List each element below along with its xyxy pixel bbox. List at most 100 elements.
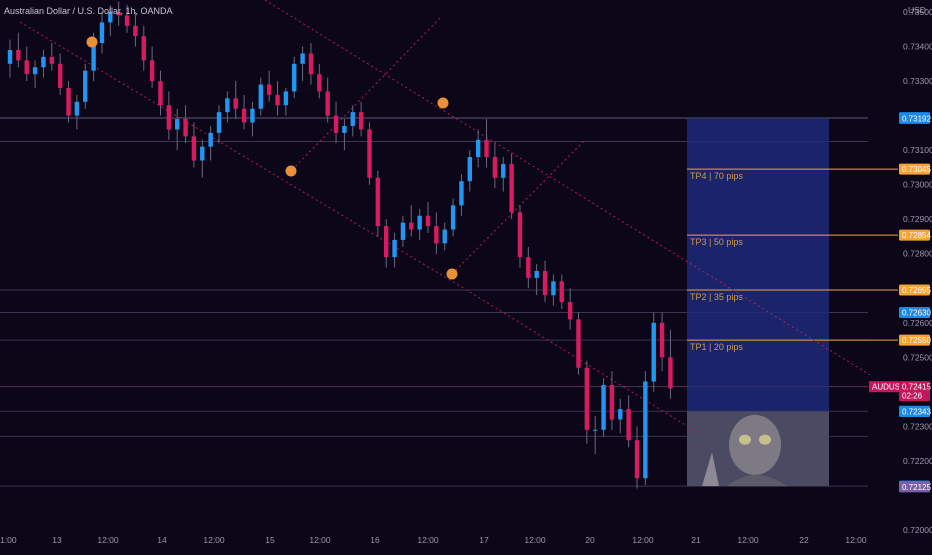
candle-body bbox=[300, 53, 305, 64]
time-tick-label: 16 bbox=[370, 535, 380, 545]
candle-body bbox=[208, 132, 213, 147]
candle-body bbox=[7, 49, 13, 64]
candle-body bbox=[191, 136, 197, 161]
candle-body bbox=[584, 367, 590, 430]
price-tag[interactable]: 0.73192 bbox=[899, 112, 931, 124]
candle-body bbox=[283, 91, 289, 106]
candle-body bbox=[200, 146, 205, 161]
price-tag[interactable]: 0.72550 bbox=[899, 334, 931, 346]
price-tick-label: 0.72000 bbox=[903, 525, 932, 535]
candle-body bbox=[551, 281, 556, 296]
price-tag[interactable]: 0.72343 bbox=[899, 406, 931, 418]
candle-body bbox=[241, 108, 247, 123]
price-tick-label: 0.73400 bbox=[903, 42, 932, 52]
candle-body bbox=[434, 226, 439, 244]
candle-body bbox=[576, 319, 581, 368]
time-axis[interactable]: 01:00 13 12:00 14 12:00 15 12:00 16 12:00 17 12:00… bbox=[0, 535, 867, 545]
time-tick-label: 12:00 bbox=[97, 535, 119, 545]
price-tag[interactable]: 0.73045 bbox=[899, 163, 931, 175]
time-tick-label: 17 bbox=[479, 535, 489, 545]
price-tick-label: 0.73000 bbox=[903, 180, 932, 190]
gollum-image bbox=[687, 411, 829, 487]
candle-body bbox=[467, 157, 472, 182]
price-tag[interactable]: 0.72125 bbox=[899, 481, 931, 493]
candle-body bbox=[83, 70, 88, 102]
candle-body bbox=[292, 63, 297, 92]
currency-label[interactable]: USD bbox=[908, 5, 926, 15]
candle-body bbox=[484, 139, 489, 158]
price-tag[interactable]: 0.72630 bbox=[899, 306, 931, 318]
time-tick-label: 20 bbox=[585, 535, 595, 545]
pivot-marker bbox=[437, 97, 449, 109]
time-tick-label: 01:00 bbox=[0, 535, 17, 545]
price-tag[interactable]: 0.72854 bbox=[899, 229, 931, 241]
candle-body bbox=[124, 15, 130, 26]
candle-body bbox=[24, 60, 29, 75]
tp-label: TP2 | 35 pips bbox=[690, 292, 743, 302]
symbol-title[interactable]: Australian Dollar / U.S. Dollar, 1h, OAN… bbox=[4, 6, 173, 16]
candle-body bbox=[325, 91, 330, 116]
candle-body bbox=[149, 60, 155, 82]
candle-body bbox=[409, 222, 414, 230]
pivot-marker bbox=[285, 165, 297, 177]
candle-body bbox=[342, 125, 347, 133]
candle-body bbox=[57, 63, 63, 88]
candle-body bbox=[16, 49, 21, 61]
price-tag-value: 0.72550 bbox=[902, 336, 931, 345]
price-tick-label: 0.73500 bbox=[903, 7, 932, 17]
price-tick-label: 0.72300 bbox=[903, 421, 932, 431]
candle-body bbox=[308, 53, 314, 75]
time-tick-label: 12:00 bbox=[417, 535, 439, 545]
price-tag-value: 0.72630 bbox=[902, 308, 931, 317]
candle-body bbox=[116, 12, 121, 16]
time-tick-label: 12:00 bbox=[309, 535, 331, 545]
candle-body bbox=[258, 84, 263, 109]
tp-label: TP3 | 50 pips bbox=[690, 237, 743, 247]
price-tag-value: 0.73192 bbox=[902, 114, 931, 123]
candle-body bbox=[534, 271, 539, 278]
candle-body bbox=[367, 129, 372, 178]
time-tick-label: 21 bbox=[691, 535, 701, 545]
current-symbol: AUDUSD bbox=[872, 383, 906, 392]
price-tag-value: 0.72343 bbox=[902, 408, 931, 417]
candle-body bbox=[668, 357, 673, 389]
candle-body bbox=[183, 119, 188, 137]
time-tick-label: 15 bbox=[265, 535, 275, 545]
trend-channel[interactable] bbox=[19, 0, 871, 435]
price-axis[interactable]: 0.73500 0.73400 0.73300 0.73100 0.73000 0.729… bbox=[903, 7, 932, 535]
price-tick-label: 0.73300 bbox=[903, 76, 932, 86]
candle-body bbox=[358, 112, 364, 130]
candle-body bbox=[509, 163, 514, 213]
candle-body bbox=[350, 112, 355, 126]
time-tick-label: 12:00 bbox=[524, 535, 546, 545]
candle-body bbox=[225, 98, 230, 113]
tp-label: TP4 | 70 pips bbox=[690, 171, 743, 181]
time-tick-label: 12:00 bbox=[632, 535, 654, 545]
price-tag-value: 0.73045 bbox=[902, 165, 931, 174]
time-tick-label: 12:00 bbox=[845, 535, 867, 545]
candle-body bbox=[459, 181, 464, 206]
price-tag-value: 0.72854 bbox=[902, 231, 931, 240]
price-tick-label: 0.73100 bbox=[903, 145, 932, 155]
candlesticks bbox=[7, 1, 673, 489]
candle-body bbox=[400, 222, 406, 240]
candle-body bbox=[626, 409, 631, 441]
candle-body bbox=[492, 157, 498, 178]
price-tick-label: 0.72200 bbox=[903, 456, 932, 466]
candle-body bbox=[601, 384, 606, 430]
position-target-zone[interactable] bbox=[687, 118, 829, 412]
pivot-markers bbox=[86, 36, 458, 280]
price-tag[interactable]: 0.72695 bbox=[899, 284, 931, 296]
candle-body bbox=[425, 215, 431, 227]
candle-body bbox=[133, 25, 138, 37]
candle-body bbox=[567, 302, 573, 320]
candle-body bbox=[609, 384, 615, 420]
candle-body bbox=[233, 98, 238, 109]
candle-body bbox=[66, 87, 71, 116]
price-tag-value: 0.72125 bbox=[902, 483, 931, 492]
candle-body bbox=[618, 409, 623, 420]
candle-body bbox=[384, 226, 389, 258]
